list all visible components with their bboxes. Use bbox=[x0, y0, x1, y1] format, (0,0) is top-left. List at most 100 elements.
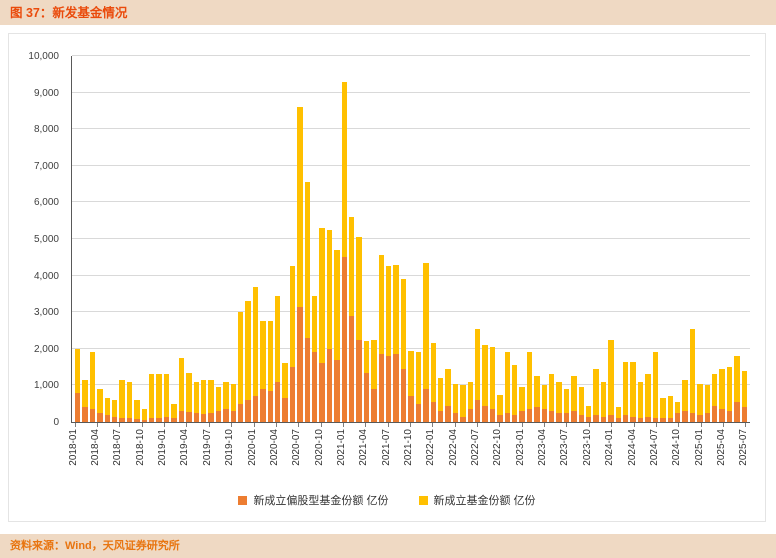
bar-slot bbox=[282, 56, 288, 422]
bar-slot bbox=[400, 56, 407, 422]
equity-bar bbox=[319, 363, 325, 422]
y-tick-label: 8,000 bbox=[33, 124, 59, 136]
bar-slot bbox=[615, 56, 622, 422]
equity-bar bbox=[615, 418, 622, 422]
total-bar bbox=[208, 379, 214, 422]
bar-slot bbox=[652, 56, 659, 422]
equity-bar bbox=[571, 411, 577, 422]
bar-slot bbox=[260, 56, 266, 422]
equity-bar bbox=[400, 368, 407, 422]
bar-slot bbox=[430, 56, 436, 422]
bar-slot bbox=[623, 56, 629, 422]
equity-bar bbox=[386, 356, 392, 422]
x-tick-label: 2018-04 bbox=[90, 429, 102, 466]
x-tick bbox=[432, 423, 434, 427]
total-bar bbox=[297, 107, 303, 422]
total-bar bbox=[274, 295, 281, 422]
equity-bar bbox=[334, 359, 340, 422]
equity-bar bbox=[467, 409, 473, 422]
bar-slot bbox=[467, 56, 473, 422]
legend-item-total: 新成立基金份额 亿份 bbox=[418, 492, 536, 508]
equity-bar bbox=[141, 419, 148, 422]
y-tick-label: 10,000 bbox=[28, 51, 59, 62]
total-bar bbox=[371, 339, 377, 422]
total-bar bbox=[497, 394, 503, 422]
bar-slot bbox=[134, 56, 140, 422]
equity-bar bbox=[637, 418, 644, 422]
gridline bbox=[72, 311, 750, 313]
x-tick-label: 2022-07 bbox=[470, 429, 482, 466]
x-tick bbox=[320, 423, 322, 427]
x-tick-label: 2023-01 bbox=[514, 429, 526, 466]
total-bar bbox=[326, 229, 333, 422]
bar-slot bbox=[386, 56, 392, 422]
equity-bar bbox=[134, 419, 140, 422]
equity-bar bbox=[415, 403, 422, 422]
total-bar bbox=[630, 361, 636, 422]
x-tick bbox=[298, 423, 300, 427]
total-bar bbox=[186, 372, 192, 422]
source-bar: 资料来源：Wind，天风证券研究所 bbox=[0, 534, 776, 558]
y-tick-label: 7,000 bbox=[33, 160, 59, 172]
bar-slot bbox=[415, 56, 422, 422]
bar-slot bbox=[223, 56, 229, 422]
total-bar bbox=[608, 339, 614, 422]
total-bar bbox=[141, 409, 148, 422]
bar-slot bbox=[126, 56, 133, 422]
total-bar bbox=[282, 363, 288, 422]
bar-slot bbox=[667, 56, 673, 422]
bar-slot bbox=[423, 56, 429, 422]
total-bar bbox=[467, 381, 473, 422]
x-tick-label: 2024-01 bbox=[604, 429, 616, 466]
bar-slot bbox=[697, 56, 703, 422]
bar-slot bbox=[200, 56, 207, 422]
total-bar bbox=[149, 374, 155, 422]
total-bar bbox=[126, 381, 133, 422]
equity-bar bbox=[186, 411, 192, 422]
x-tick-label: 2024-07 bbox=[648, 429, 660, 466]
x-tick-label: 2025-04 bbox=[715, 429, 727, 466]
x-tick bbox=[655, 423, 657, 427]
equity-bar bbox=[667, 418, 673, 422]
total-bar bbox=[482, 345, 488, 422]
equity-bar bbox=[734, 401, 740, 422]
equity-bar bbox=[237, 403, 244, 422]
bar-slot bbox=[452, 56, 459, 422]
equity-bar bbox=[608, 414, 614, 422]
equity-bar bbox=[556, 412, 562, 422]
bars bbox=[72, 56, 750, 422]
x-tick bbox=[745, 423, 747, 427]
total-bar bbox=[534, 376, 540, 422]
x-tick bbox=[588, 423, 590, 427]
bar-slot bbox=[660, 56, 666, 422]
y-tick-label: 0 bbox=[53, 417, 59, 428]
bar-slot bbox=[193, 56, 199, 422]
y-tick-label: 2,000 bbox=[33, 343, 59, 355]
equity-bar bbox=[156, 417, 162, 422]
equity-bar bbox=[371, 389, 377, 422]
x-tick bbox=[275, 423, 277, 427]
total-bar bbox=[474, 328, 481, 422]
total-bar bbox=[571, 376, 577, 422]
total-bar bbox=[726, 367, 733, 422]
equity-bar bbox=[89, 409, 96, 422]
y-tick-label: 3,000 bbox=[33, 307, 59, 319]
total-bar bbox=[711, 374, 718, 422]
legend-label-equity: 新成立偏股型基金份额 亿份 bbox=[253, 495, 389, 507]
bar-slot bbox=[460, 56, 466, 422]
equity-bar bbox=[126, 418, 133, 422]
equity-bar bbox=[104, 414, 111, 422]
total-bar bbox=[549, 374, 555, 422]
equity-bar bbox=[711, 405, 718, 422]
equity-bar bbox=[697, 414, 703, 422]
x-tick bbox=[611, 423, 613, 427]
total-bar bbox=[615, 407, 622, 422]
equity-series-swatch bbox=[238, 495, 248, 505]
equity-bar bbox=[541, 409, 547, 422]
legend: 新成立偏股型基金份额 亿份 新成立基金份额 亿份 bbox=[9, 492, 765, 508]
bar-slot bbox=[741, 56, 747, 422]
equity-bar bbox=[200, 413, 207, 422]
total-bar bbox=[252, 286, 259, 422]
equity-bar bbox=[393, 354, 399, 422]
equity-bar bbox=[223, 409, 229, 422]
